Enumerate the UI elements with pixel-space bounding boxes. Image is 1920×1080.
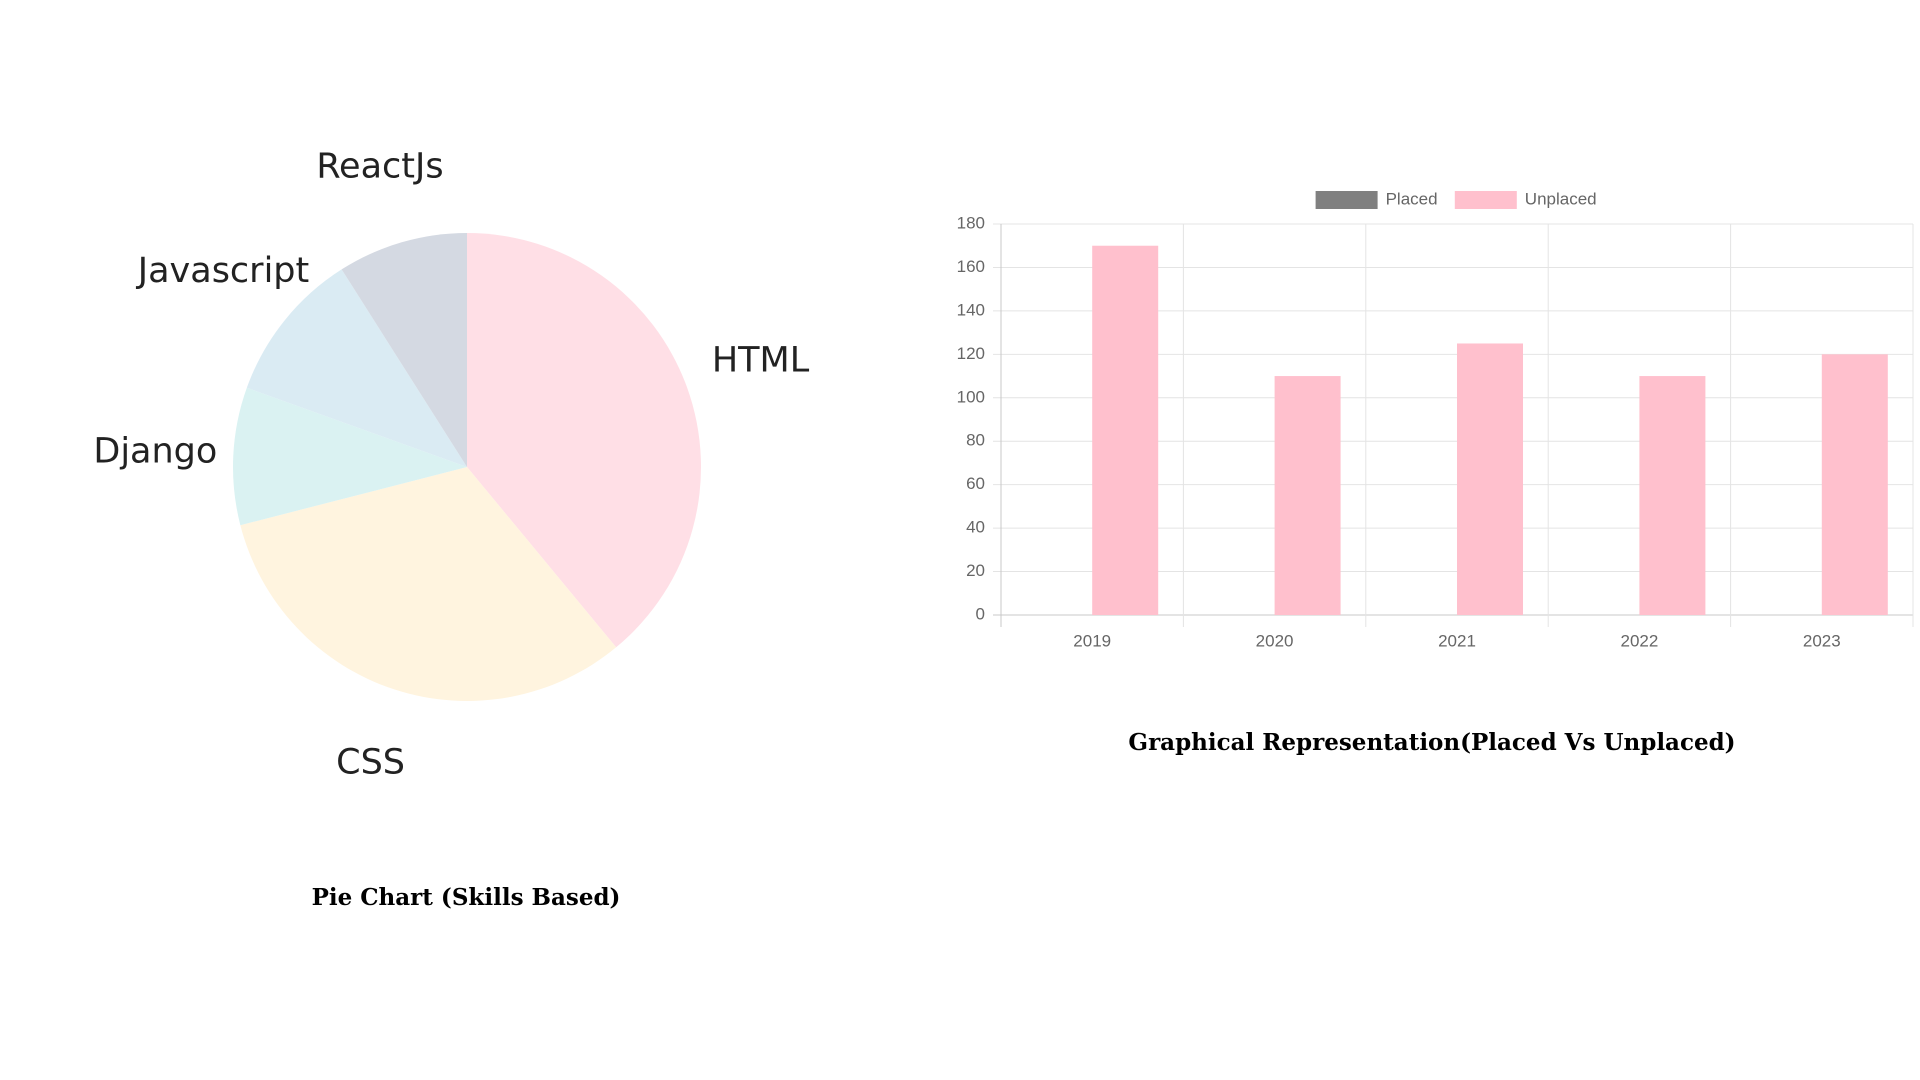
bar-unplaced-2020 xyxy=(1274,376,1341,615)
bar-unplaced-2022 xyxy=(1639,376,1706,615)
pie-label-reactjs: ReactJs xyxy=(316,146,443,186)
y-tick-label: 140 xyxy=(957,300,985,319)
bar-unplaced-2021 xyxy=(1457,343,1523,615)
bar-chart-title: Graphical Representation(Placed Vs Unpla… xyxy=(1128,729,1736,756)
bar-unplaced-2019 xyxy=(1092,245,1159,615)
pie-label-html: HTML xyxy=(712,340,810,380)
y-tick-label: 40 xyxy=(966,518,985,537)
y-tick-label: 120 xyxy=(957,344,985,363)
pie-label-css: CSS xyxy=(336,743,405,783)
y-tick-label: 20 xyxy=(966,561,985,580)
y-tick-label: 60 xyxy=(966,474,985,493)
pie-chart: HTML CSS Django Javascript ReactJs xyxy=(93,146,810,783)
y-tick-label: 100 xyxy=(957,387,985,406)
pie-chart-title: Pie Chart (Skills Based) xyxy=(311,884,621,911)
pie-slice-javascript xyxy=(246,269,467,467)
legend-label-placed[interactable]: Placed xyxy=(1386,189,1438,208)
pie-slice-django xyxy=(232,387,467,526)
pie-slice-css xyxy=(240,467,617,701)
y-tick-label: 180 xyxy=(957,213,985,232)
pie-label-javascript: Javascript xyxy=(136,251,309,291)
legend-label-unplaced[interactable]: Unplaced xyxy=(1525,189,1597,208)
legend-swatch-unplaced[interactable] xyxy=(1454,191,1517,209)
pie-slice-html xyxy=(467,233,702,648)
y-tick-label: 80 xyxy=(966,431,985,450)
x-tick-label: 2023 xyxy=(1803,631,1841,650)
x-tick-label: 2020 xyxy=(1256,631,1294,650)
bar-chart: 0 20 40 60 80 100 120 140 160 180 2019 2020 2021 2022… xyxy=(957,189,1914,650)
x-tick-label: 2019 xyxy=(1073,631,1111,650)
y-tick-label: 160 xyxy=(957,257,985,276)
bar-unplaced-2023 xyxy=(1821,354,1888,615)
pie-label-django: Django xyxy=(93,431,217,471)
pie-slice-reactjs xyxy=(341,233,467,467)
y-tick-label: 0 xyxy=(976,604,985,623)
legend-swatch-placed[interactable] xyxy=(1315,191,1378,209)
x-tick-label: 2021 xyxy=(1438,631,1476,650)
x-tick-label: 2022 xyxy=(1620,631,1658,650)
